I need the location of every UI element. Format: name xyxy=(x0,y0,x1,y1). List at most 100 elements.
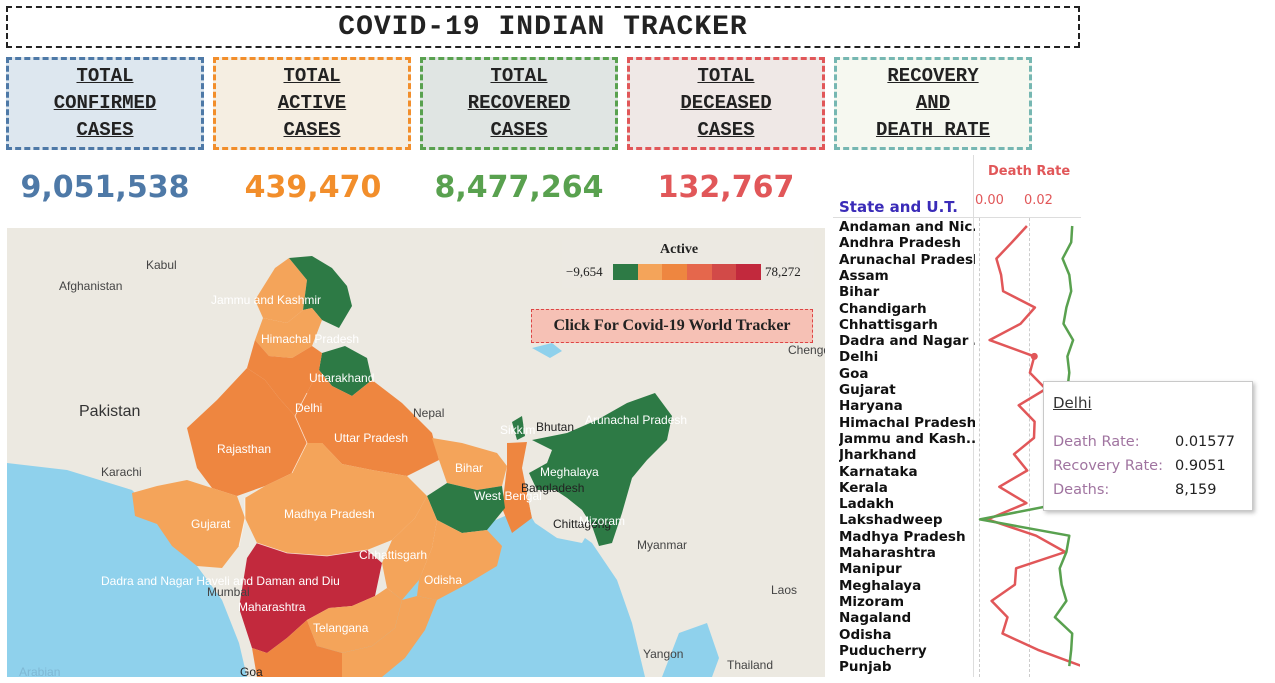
legend-swatch xyxy=(711,264,737,280)
rajasthan-region[interactable] xyxy=(187,368,307,496)
state-label-rajasthan: Rajasthan xyxy=(217,442,271,456)
state-row[interactable]: Goa xyxy=(839,365,869,382)
state-row[interactable]: Puducherry xyxy=(839,642,927,659)
active-count: 439,470 xyxy=(244,170,382,205)
death-rate-axis-title: Death Rate xyxy=(988,164,1071,179)
state-label-meghalaya: Meghalaya xyxy=(540,465,599,479)
andhra-region[interactable] xyxy=(342,596,437,677)
bihar-region[interactable] xyxy=(432,438,507,490)
deceased-card[interactable]: TOTAL DECEASED CASES xyxy=(627,57,825,150)
maharashtra-region[interactable] xyxy=(239,543,382,653)
state-column-header: State and U.T. xyxy=(839,198,958,216)
state-row[interactable]: Jammu and Kash.. xyxy=(839,430,975,447)
state-row[interactable]: Bihar xyxy=(839,284,880,301)
state-row[interactable]: Kerala xyxy=(839,479,888,496)
uttar-pradesh-region[interactable] xyxy=(295,370,439,476)
state-row[interactable]: Andhra Pradesh xyxy=(839,235,961,252)
tooltip-title: Delhi xyxy=(1053,394,1092,412)
punjab-haryana-region[interactable] xyxy=(247,340,322,416)
place-label-myanmar: Myanmar xyxy=(637,538,687,552)
card-label-line: TOTAL xyxy=(283,65,341,87)
state-row[interactable]: Chhattisgarh xyxy=(839,316,938,333)
highlighted-point[interactable] xyxy=(1030,352,1038,360)
tooltip-label: Deaths: xyxy=(1053,482,1110,498)
card-label-line: CASES xyxy=(697,119,755,141)
card-label-line: AND xyxy=(915,92,951,114)
andaman-sea xyxy=(662,623,719,677)
state-label-jammu-kashmir: Jammu and Kashmir xyxy=(211,293,321,307)
jammu-kashmir-region[interactable] xyxy=(255,258,307,323)
lake xyxy=(532,343,562,358)
place-label-afghanistan: Afghanistan xyxy=(59,279,122,293)
state-label-gujarat: Gujarat xyxy=(191,517,231,531)
card-label-line: ACTIVE xyxy=(277,92,347,114)
place-label-mumbai: Mumbai xyxy=(207,585,250,599)
legend-color-ramp[interactable] xyxy=(613,264,762,280)
legend-swatch xyxy=(736,264,762,280)
telangana-region[interactable] xyxy=(307,588,402,653)
sikkim-region[interactable] xyxy=(512,416,525,440)
country-labels: Kabul Afghanistan Pakistan Karachi Nepal… xyxy=(19,258,825,677)
state-row[interactable]: Punjab xyxy=(839,659,892,676)
madhya-pradesh-region[interactable] xyxy=(245,443,427,556)
place-label-chittagong: Chittagong xyxy=(553,517,611,531)
active-card[interactable]: TOTAL ACTIVE CASES xyxy=(213,57,411,150)
card-label-line: TOTAL xyxy=(76,65,134,87)
confirmed-card[interactable]: TOTAL CONFIRMED CASES xyxy=(6,57,204,150)
state-row[interactable]: Assam xyxy=(839,267,889,284)
deceased-count: 132,767 xyxy=(657,170,795,205)
state-row[interactable]: Haryana xyxy=(839,398,903,415)
tooltip-label: Death Rate: xyxy=(1053,434,1140,450)
state-label-bihar: Bihar xyxy=(455,461,483,475)
card-label-line: DECEASED xyxy=(680,92,772,114)
state-row[interactable]: Chandigarh xyxy=(839,300,927,317)
state-row[interactable]: Nagaland xyxy=(839,610,912,627)
state-row[interactable]: Arunachal Pradesh xyxy=(839,251,975,268)
world-tracker-button[interactable]: Click For Covid-19 World Tracker xyxy=(531,309,813,343)
state-row[interactable]: Karnataka xyxy=(839,463,918,480)
jharkhand-region[interactable] xyxy=(427,483,505,533)
odisha-region[interactable] xyxy=(417,520,502,600)
state-row[interactable]: Jharkhand xyxy=(839,447,917,464)
place-label-nepal: Nepal xyxy=(413,406,444,420)
state-row[interactable]: Manipur xyxy=(839,561,902,578)
state-label-uttarakhand: Uttarakhand xyxy=(309,371,374,385)
state-row[interactable]: Andaman and Nic.. xyxy=(839,219,975,235)
card-label-line: RECOVERY xyxy=(887,65,979,87)
axis-tick: 0.00 xyxy=(975,193,1004,208)
tooltip xyxy=(1043,381,1253,511)
card-label-line: CONFIRMED xyxy=(53,92,157,114)
karnataka-region[interactable] xyxy=(252,620,342,677)
uttarakhand-region[interactable] xyxy=(319,346,372,396)
india-map[interactable]: Kabul Afghanistan Pakistan Karachi Nepal… xyxy=(7,228,825,677)
state-row[interactable]: Mizoram xyxy=(839,593,905,610)
ladakh-region[interactable] xyxy=(289,256,352,328)
west-bengal-region[interactable] xyxy=(502,442,532,533)
legend-swatch xyxy=(662,264,688,280)
recovered-card[interactable]: TOTAL RECOVERED CASES xyxy=(420,57,618,150)
death-rate-line[interactable] xyxy=(986,225,1080,667)
state-row[interactable]: Himachal Pradesh xyxy=(839,414,975,431)
axis-tick: 0.02 xyxy=(1024,193,1053,208)
state-row[interactable]: Dadra and Nagar .. xyxy=(839,333,975,350)
chhattisgarh-region[interactable] xyxy=(382,496,437,600)
state-label-west-bengal: West Bengal xyxy=(474,489,542,503)
state-row[interactable]: Maharashtra xyxy=(839,545,936,561)
himachal-region[interactable] xyxy=(255,308,322,358)
state-row[interactable]: Ladakh xyxy=(839,496,895,513)
card-label-line: CASES xyxy=(283,119,341,141)
state-row[interactable]: Gujarat xyxy=(839,382,896,398)
northeast-region[interactable] xyxy=(529,393,672,546)
state-row[interactable]: Madhya Pradesh xyxy=(839,528,966,545)
map-canvas[interactable]: Kabul Afghanistan Pakistan Karachi Nepal… xyxy=(7,228,825,677)
state-row[interactable]: Delhi xyxy=(839,349,879,366)
bangladesh-region[interactable] xyxy=(527,490,592,543)
rate-card[interactable]: RECOVERY AND DEATH RATE xyxy=(834,57,1032,150)
place-label-karachi: Karachi xyxy=(101,465,142,479)
state-row[interactable]: Meghalaya xyxy=(839,577,922,594)
state-row[interactable]: Odisha xyxy=(839,626,892,643)
state-label-delhi: Delhi xyxy=(295,401,322,415)
state-label-arunachal: Arunachal Pradesh xyxy=(585,413,687,427)
gujarat-region[interactable] xyxy=(132,480,245,568)
state-row[interactable]: Lakshadweep xyxy=(839,512,943,529)
